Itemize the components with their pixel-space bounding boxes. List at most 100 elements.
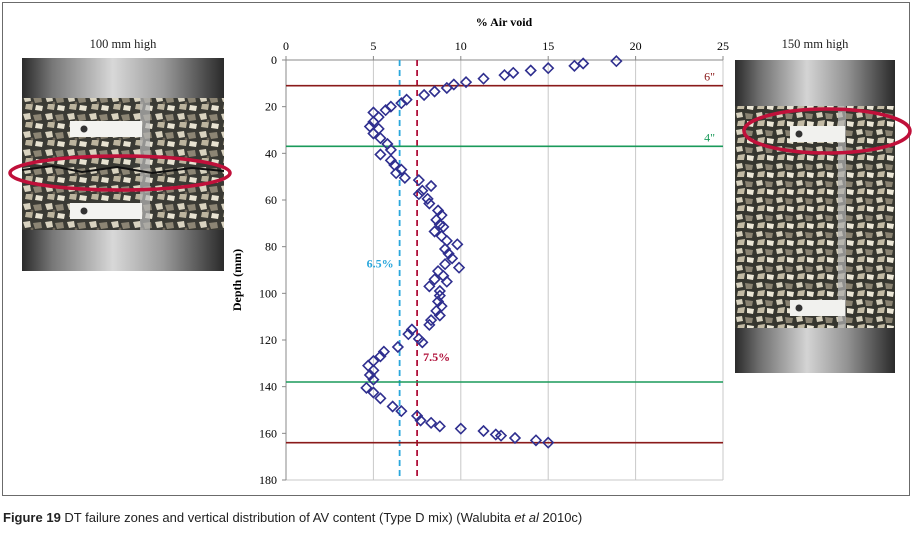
left-failure-zone-ellipse	[8, 154, 232, 192]
data-point-diamond	[384, 100, 398, 113]
data-point-diamond	[423, 280, 436, 293]
y-tick-labels: 0 20 40 60 80 100 120 140 160 180	[259, 53, 286, 487]
data-point-diamond	[398, 171, 411, 184]
data-point-diamond	[454, 422, 467, 435]
data-point-diamond	[430, 304, 443, 317]
data-point-diamond	[402, 328, 415, 341]
data-point-diamond	[412, 332, 425, 345]
data-point-diamond	[374, 350, 387, 363]
data-point-diamond	[374, 392, 387, 405]
right-failure-zone-ellipse	[742, 107, 912, 155]
data-point-diamond	[374, 132, 387, 145]
x-tick-labels: 0 5 10 15 20 25	[283, 39, 729, 60]
data-point-diamond	[440, 275, 453, 288]
data-point-diamond	[477, 72, 490, 85]
data-point-diamond	[507, 66, 520, 79]
y-tick-label: 0	[271, 53, 277, 67]
right-specimen-photo	[735, 60, 895, 373]
data-point-diamond	[577, 57, 590, 70]
data-point-diamond	[542, 436, 555, 449]
data-point-diamond	[424, 416, 438, 429]
air-void-depth-chart: % Air void Depth (mm) 0 5 10 15 20 25 0 20 40 60…	[230, 15, 729, 487]
data-point-diamond	[423, 197, 436, 210]
data-point-diamond	[438, 258, 452, 271]
x-tick-label: 10	[455, 39, 467, 53]
reference-line-label: 4"	[704, 130, 715, 144]
y-tick-label: 80	[265, 240, 277, 254]
data-point-diamond	[494, 429, 508, 442]
data-point-diamond	[395, 97, 408, 110]
data-point-diamond	[414, 414, 427, 427]
data-point-diamond	[367, 115, 380, 128]
data-point-diamond	[433, 289, 446, 302]
data-point-diamond	[395, 163, 408, 176]
y-tick-label: 40	[265, 146, 277, 160]
figure-number: Figure 19	[3, 510, 61, 525]
data-point-diamond	[417, 88, 431, 102]
data-point-diamond	[433, 284, 446, 298]
reference-line-label: 7.5%	[423, 350, 450, 364]
y-tick-label: 160	[259, 426, 277, 440]
data-point-diamond	[412, 188, 425, 201]
y-tick-label: 140	[259, 380, 277, 394]
data-point-diamond	[424, 314, 438, 327]
x-tick-label: 25	[717, 39, 729, 53]
data-point-diamond	[459, 76, 473, 89]
data-point-diamond	[367, 127, 380, 140]
data-point-diamond	[477, 424, 490, 438]
data-point-diamond	[386, 400, 399, 413]
data-point-diamond	[447, 78, 460, 91]
data-point-diamond	[452, 261, 466, 274]
caption-italic: et al	[514, 510, 539, 525]
x-axis-title: % Air void	[476, 15, 533, 29]
data-point-diamond	[498, 69, 511, 82]
figure-caption: Figure 19 DT failure zones and vertical …	[3, 510, 582, 525]
x-tick-label: 20	[630, 39, 642, 53]
y-tick-label: 100	[259, 286, 277, 300]
data-point-diamond	[360, 381, 373, 394]
y-tick-label: 120	[259, 333, 277, 347]
left-specimen-photo	[22, 58, 224, 271]
data-point-diamond	[524, 64, 537, 77]
data-point-diamond	[428, 85, 441, 98]
reference-line-label: 6.5%	[367, 257, 394, 271]
data-point-diamond	[374, 148, 387, 161]
x-tick-label: 5	[370, 39, 376, 53]
data-point-diamond	[440, 234, 453, 247]
data-point-diamond	[424, 179, 438, 193]
x-tick-label: 15	[542, 39, 554, 53]
right-photo-label: 150 mm high	[781, 37, 849, 51]
data-point-diamond	[428, 273, 441, 286]
data-point-diamond	[433, 420, 446, 433]
y-tick-label: 20	[265, 100, 277, 114]
data-point-diamond	[610, 55, 623, 68]
grid	[285, 59, 724, 481]
data-point-diamond	[568, 59, 581, 72]
reference-line-label: 6"	[704, 70, 715, 84]
data-point-diamond	[379, 104, 392, 117]
data-point-diamond	[542, 62, 555, 75]
data-point-diamond	[395, 405, 408, 418]
x-tick-label: 0	[283, 39, 289, 53]
caption-text-end: 2010c)	[538, 510, 583, 525]
data-point-diamond	[405, 323, 418, 336]
data-point-diamond	[430, 213, 443, 226]
data-point-diamond	[372, 111, 385, 124]
data-point-diamond	[508, 431, 522, 445]
data-point-diamond	[440, 81, 453, 95]
data-points	[360, 55, 623, 449]
y-tick-label: 60	[265, 193, 277, 207]
data-point-diamond	[362, 359, 375, 372]
data-point-diamond	[529, 434, 543, 447]
data-point-diamond	[367, 373, 380, 386]
data-point-diamond	[416, 184, 429, 197]
data-point-diamond	[389, 167, 403, 180]
reference-lines: 6.5% 7.5% 6" 4"	[286, 60, 723, 480]
data-point-diamond	[451, 238, 464, 251]
data-point-diamond	[421, 192, 434, 205]
y-tick-label: 180	[259, 473, 277, 487]
caption-text: DT failure zones and vertical distributi…	[60, 510, 515, 525]
data-point-diamond	[377, 345, 391, 358]
data-point-diamond	[384, 154, 398, 167]
data-point-diamond	[363, 368, 377, 382]
